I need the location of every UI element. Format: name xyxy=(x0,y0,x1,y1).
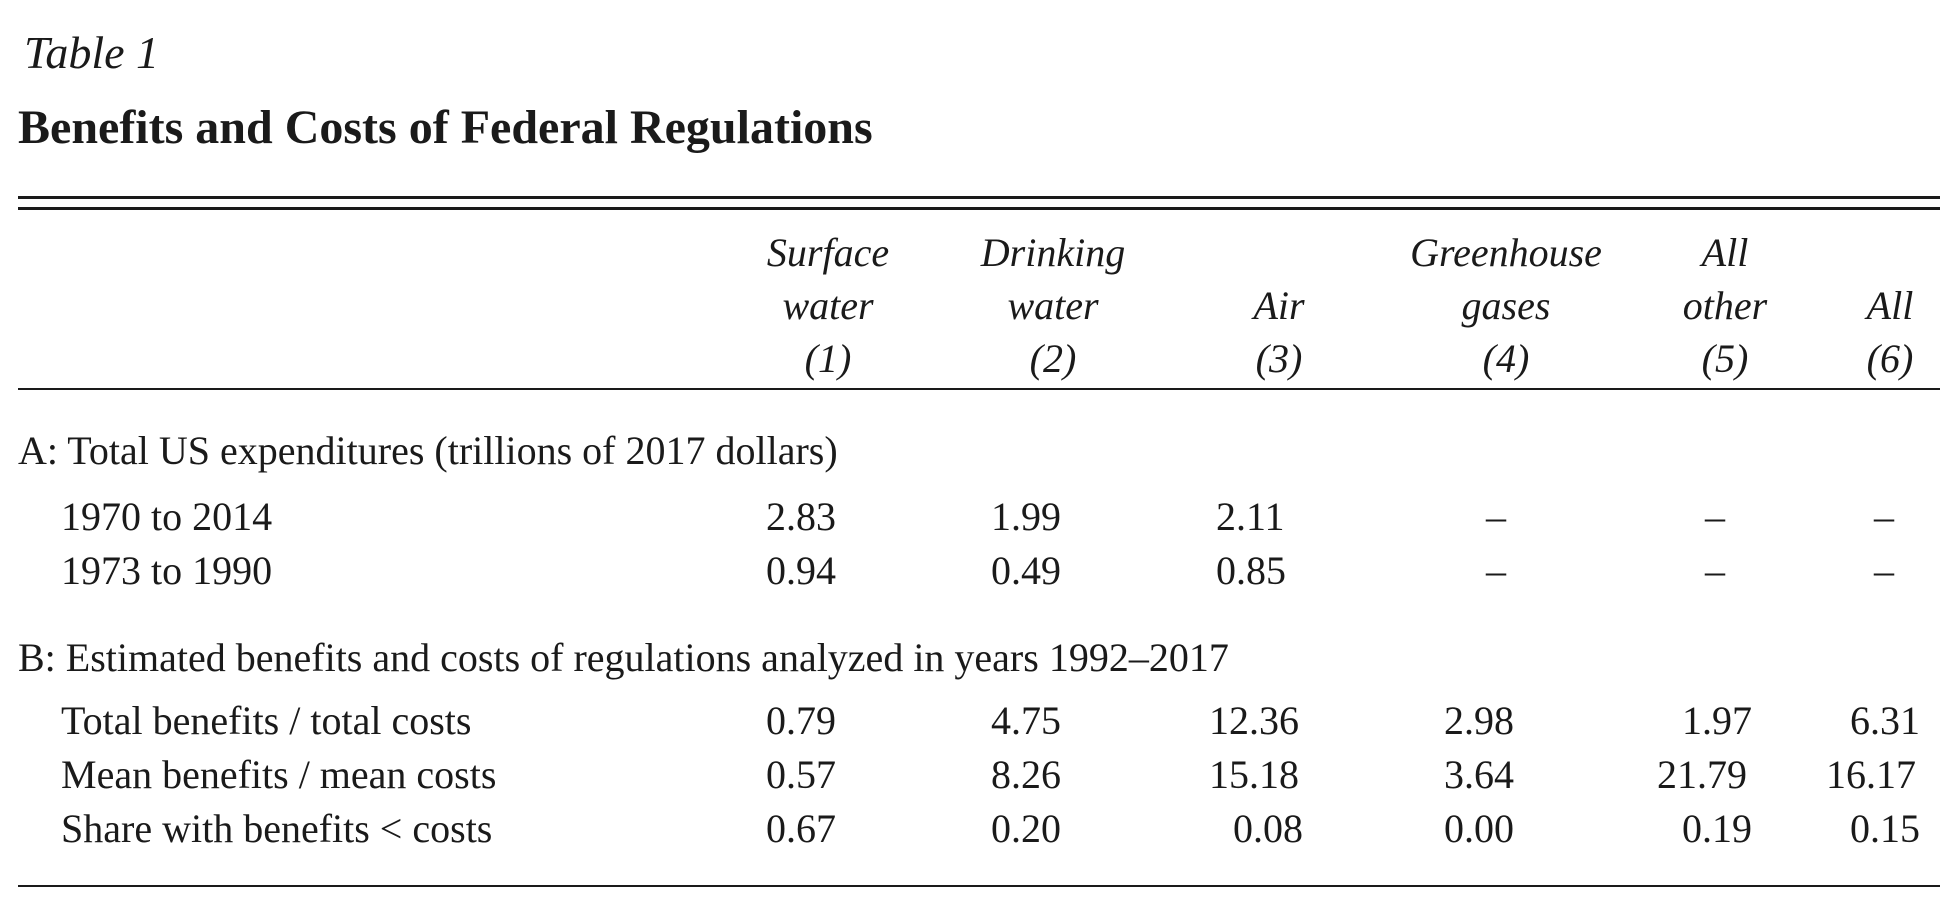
panel-a-title: A: Total US expenditures (trillions of 2… xyxy=(18,428,838,473)
cell: 0.57 xyxy=(766,752,836,797)
cell: 2.83 xyxy=(766,494,836,539)
column-header-line: (1) xyxy=(804,336,852,381)
column-header-line: (6) xyxy=(1866,336,1914,381)
column-header-line xyxy=(1840,226,1940,279)
table-title: Benefits and Costs of Federal Regulation… xyxy=(18,101,873,154)
cell: 16.17 xyxy=(1826,752,1916,797)
table-row: 1970 to 2014 2.83 1.99 2.11 – – – xyxy=(18,490,1940,544)
column-header-air: Air (3) xyxy=(1179,226,1379,385)
cell: 1.99 xyxy=(991,494,1061,539)
top-rule-lower xyxy=(18,207,1940,210)
cell: 1.97 xyxy=(1682,698,1752,743)
cell: – xyxy=(1874,548,1894,593)
cell: – xyxy=(1874,494,1894,539)
column-header-all-other: All other (5) xyxy=(1645,226,1805,385)
column-header-line: Drinking xyxy=(980,230,1126,275)
cell: 2.11 xyxy=(1216,494,1285,539)
cell: 0.79 xyxy=(766,698,836,743)
column-header-line: gases xyxy=(1461,283,1551,328)
table-row: Mean benefits / mean costs 0.57 8.26 15.… xyxy=(18,748,1940,802)
cell: – xyxy=(1705,548,1725,593)
column-header-surface-water: Surface water (1) xyxy=(728,226,928,385)
table-row: Share with benefits < costs 0.67 0.20 0.… xyxy=(18,802,1940,856)
column-header-line: (3) xyxy=(1255,336,1303,381)
cell: 0.67 xyxy=(766,806,836,851)
column-header-line: water xyxy=(782,283,874,328)
column-header-line xyxy=(1179,226,1379,279)
column-header-line: water xyxy=(1007,283,1099,328)
cell: 4.75 xyxy=(991,698,1061,743)
cell: 0.00 xyxy=(1444,806,1514,851)
cell: 0.49 xyxy=(991,548,1061,593)
column-header-line: (4) xyxy=(1482,336,1530,381)
cell: – xyxy=(1486,548,1506,593)
column-header-line: Surface xyxy=(766,230,890,275)
cell: 8.26 xyxy=(991,752,1061,797)
cell: 0.20 xyxy=(991,806,1061,851)
cell: 15.18 xyxy=(1209,752,1299,797)
cell: 0.08 xyxy=(1233,806,1303,851)
cell: 3.64 xyxy=(1444,752,1514,797)
cell: 0.85 xyxy=(1216,548,1286,593)
column-header-line: (5) xyxy=(1701,336,1749,381)
column-header-drinking-water: Drinking water (2) xyxy=(953,226,1153,385)
cell: – xyxy=(1486,494,1506,539)
column-header-all: All (6) xyxy=(1840,226,1940,385)
table-page: Table 1 Benefits and Costs of Federal Re… xyxy=(18,0,1940,900)
column-header-line: other xyxy=(1682,283,1768,328)
header-rule xyxy=(18,388,1940,390)
column-header-line: (2) xyxy=(1029,336,1077,381)
table-number: Table 1 xyxy=(24,27,160,78)
row-label: Mean benefits / mean costs xyxy=(61,752,497,797)
cell: 0.94 xyxy=(766,548,836,593)
bottom-rule xyxy=(18,885,1940,887)
cell: 21.79 xyxy=(1657,752,1747,797)
cell: 2.98 xyxy=(1444,698,1514,743)
table-row: 1973 to 1990 0.94 0.49 0.85 – – – xyxy=(18,544,1940,598)
table-row: Total benefits / total costs 0.79 4.75 1… xyxy=(18,694,1940,748)
column-header-line: All xyxy=(1701,230,1749,275)
column-header-line: Air xyxy=(1253,283,1305,328)
cell: 12.36 xyxy=(1209,698,1299,743)
cell: 6.31 xyxy=(1850,698,1920,743)
column-header-line: All xyxy=(1866,283,1914,328)
cell: 0.15 xyxy=(1850,806,1920,851)
column-header-greenhouse-gases: Greenhouse gases (4) xyxy=(1386,226,1626,385)
row-label: Total benefits / total costs xyxy=(61,698,472,743)
cell: – xyxy=(1705,494,1725,539)
row-label: 1970 to 2014 xyxy=(61,494,273,539)
top-rule-upper xyxy=(18,196,1940,199)
row-label: Share with benefits < costs xyxy=(61,806,493,851)
panel-b-title: B: Estimated benefits and costs of regul… xyxy=(18,635,1229,680)
row-label: 1973 to 1990 xyxy=(61,548,273,593)
cell: 0.19 xyxy=(1682,806,1752,851)
column-header-line: Greenhouse xyxy=(1410,230,1602,275)
